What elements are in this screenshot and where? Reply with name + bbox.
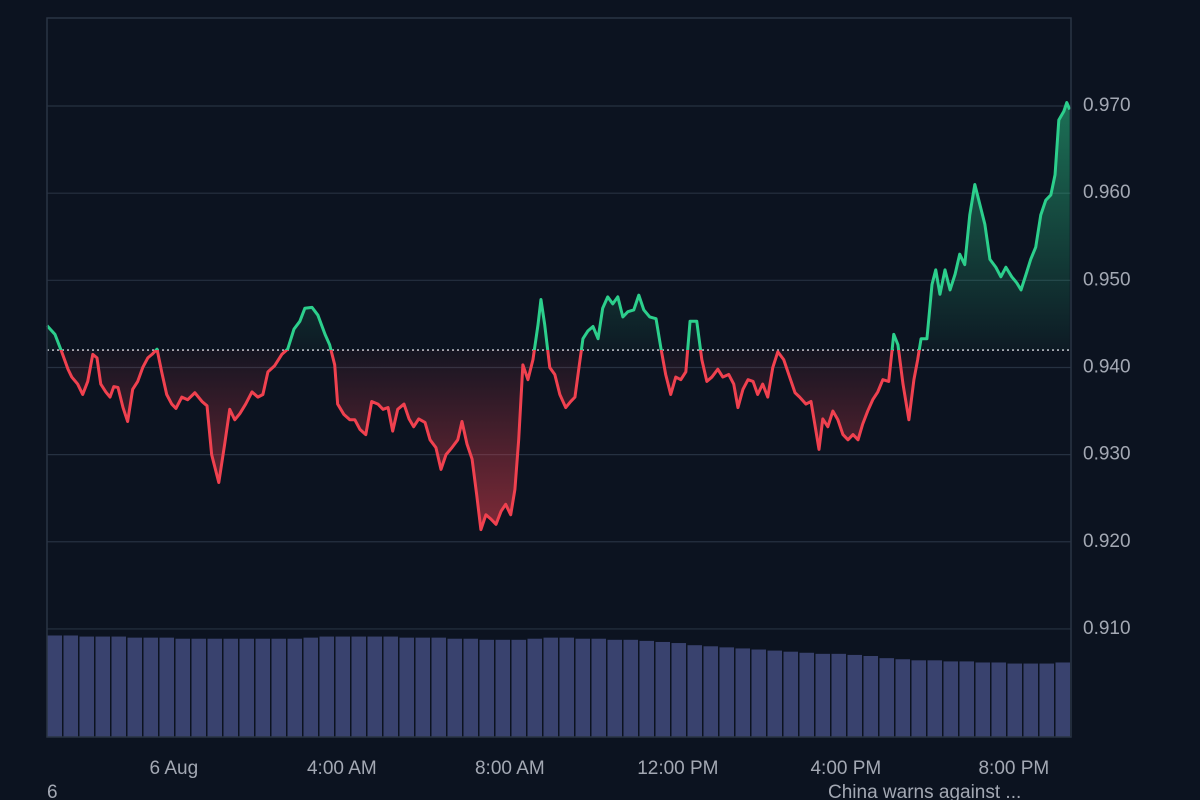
volume-bar — [383, 636, 398, 737]
volume-bar — [799, 652, 814, 737]
volume-bar — [47, 635, 62, 737]
volume-bar — [831, 653, 846, 737]
volume-bar — [559, 637, 574, 737]
x-tick-label: 8:00 AM — [475, 758, 545, 779]
x-tick-label: 4:00 AM — [307, 758, 377, 779]
y-tick-label: 0.950 — [1083, 269, 1131, 290]
volume-bar — [223, 638, 238, 737]
volume-bar — [127, 637, 142, 737]
volume-bar — [735, 648, 750, 737]
volume-bar — [111, 636, 126, 737]
x-tick-label: 12:00 PM — [637, 758, 718, 779]
volume-bar — [303, 637, 318, 737]
volume-bar — [479, 639, 494, 737]
volume-bar — [911, 660, 926, 737]
volume-bar — [63, 635, 78, 737]
volume-bar — [527, 638, 542, 737]
volume-bar — [847, 654, 862, 737]
volume-bar — [143, 637, 158, 737]
volume-bar — [95, 636, 110, 737]
volume-bar — [959, 661, 974, 737]
y-tick-label: 0.960 — [1083, 182, 1131, 203]
volume-bar — [767, 650, 782, 737]
y-tick-label: 0.940 — [1083, 356, 1131, 377]
volume-bar — [751, 649, 766, 737]
volume-bar — [879, 658, 894, 737]
volume-bar — [79, 636, 94, 737]
volume-bar — [239, 638, 254, 737]
volume-layer — [47, 635, 1070, 737]
volume-bar — [623, 639, 638, 737]
volume-bar — [351, 636, 366, 737]
volume-bar — [687, 645, 702, 737]
y-tick-label: 0.910 — [1083, 618, 1131, 639]
x-tick-label: 8:00 PM — [978, 758, 1049, 779]
footer-right: China warns against ... — [828, 782, 1021, 800]
volume-bar — [895, 659, 910, 737]
volume-bar — [431, 637, 446, 737]
volume-bar — [399, 637, 414, 737]
volume-bar — [975, 662, 990, 737]
volume-bar — [335, 636, 350, 737]
y-tick-label: 0.970 — [1083, 95, 1131, 116]
x-tick-label: 6 Aug — [150, 758, 199, 779]
price-line — [45, 101, 1072, 532]
volume-bar — [543, 637, 558, 737]
volume-bar — [991, 662, 1006, 737]
volume-bar — [207, 638, 222, 737]
volume-bar — [591, 638, 606, 737]
volume-bar — [271, 638, 286, 737]
volume-bar — [367, 636, 382, 737]
volume-bar — [511, 639, 526, 737]
volume-bar — [1007, 663, 1022, 737]
volume-bar — [415, 637, 430, 737]
plot-frame — [46, 17, 1072, 738]
volume-bar — [1023, 663, 1038, 737]
volume-bar — [639, 640, 654, 737]
volume-bar — [783, 651, 798, 737]
volume-bar — [815, 653, 830, 737]
volume-bar — [703, 646, 718, 737]
volume-bar — [575, 638, 590, 737]
volume-bar — [863, 656, 878, 737]
footer-left: 6 — [47, 782, 58, 800]
volume-bar — [655, 641, 670, 737]
volume-bar — [319, 636, 334, 737]
volume-bar — [607, 639, 622, 737]
volume-bar — [287, 638, 302, 737]
volume-bar — [1055, 662, 1070, 737]
y-tick-label: 0.920 — [1083, 531, 1131, 552]
x-tick-label: 4:00 PM — [810, 758, 881, 779]
volume-bar — [463, 638, 478, 737]
y-tick-label: 0.930 — [1083, 444, 1131, 465]
volume-bar — [719, 647, 734, 737]
volume-bar — [255, 638, 270, 737]
volume-bar — [1039, 663, 1054, 737]
volume-bar — [943, 661, 958, 737]
volume-bar — [495, 639, 510, 737]
volume-bar — [159, 637, 174, 737]
line-layer — [45, 101, 1072, 532]
volume-bar — [175, 638, 190, 737]
area-fill — [47, 102, 1070, 530]
volume-bar — [927, 660, 942, 737]
volume-bar — [191, 638, 206, 737]
volume-bar — [447, 638, 462, 737]
volume-bar — [671, 643, 686, 737]
